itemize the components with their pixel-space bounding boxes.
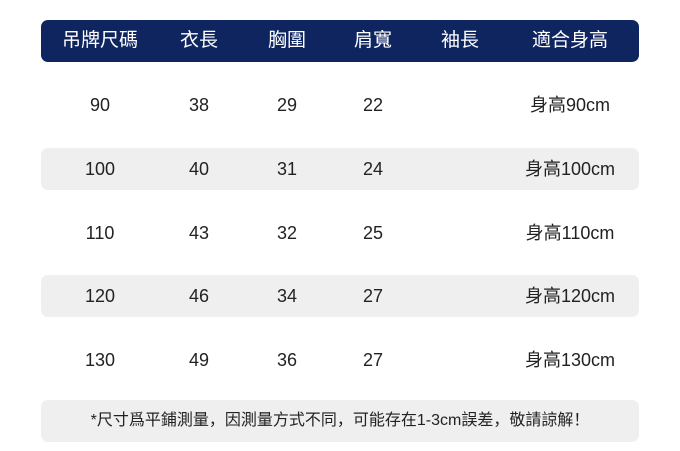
- header-sleeve: 袖長: [440, 30, 480, 51]
- measurement-note: *尺寸爲平鋪測量，因測量方式不同，可能存在1-3cm誤差，敬請諒解！: [41, 400, 639, 442]
- cell-shoulder: 27: [362, 350, 384, 370]
- cell-height: 身高100cm: [524, 159, 616, 179]
- cell-height: 身高120cm: [524, 286, 616, 306]
- cell-length: 40: [188, 159, 210, 179]
- header-size: 吊牌尺碼: [61, 30, 139, 51]
- cell-size: 100: [84, 159, 116, 179]
- header-height: 適合身高: [531, 30, 609, 51]
- cell-shoulder: 24: [362, 159, 384, 179]
- cell-chest: 32: [276, 223, 298, 243]
- table-row: 110 43 32 25 身高110cm: [41, 212, 639, 254]
- cell-size: 120: [84, 286, 116, 306]
- cell-chest: 34: [276, 286, 298, 306]
- cell-length: 49: [188, 350, 210, 370]
- cell-chest: 31: [276, 159, 298, 179]
- table-row: 90 38 29 22 身高90cm: [41, 84, 639, 126]
- header-chest: 胸圍: [267, 30, 307, 51]
- cell-size: 110: [85, 223, 115, 243]
- cell-length: 38: [188, 95, 210, 115]
- cell-shoulder: 25: [362, 223, 384, 243]
- cell-size: 90: [89, 95, 111, 115]
- table-header: 吊牌尺碼 衣長 胸圍 肩寬 袖長 適合身高: [41, 20, 639, 62]
- cell-chest: 36: [276, 350, 298, 370]
- cell-chest: 29: [276, 95, 298, 115]
- cell-length: 46: [188, 286, 210, 306]
- cell-shoulder: 22: [362, 95, 384, 115]
- table-row: 100 40 31 24 身高100cm: [41, 148, 639, 190]
- cell-height: 身高130cm: [524, 350, 616, 370]
- header-length: 衣長: [179, 30, 219, 51]
- cell-height: 身高110cm: [525, 223, 615, 243]
- cell-height: 身高90cm: [529, 95, 611, 115]
- table-row: 120 46 34 27 身高120cm: [41, 275, 639, 317]
- cell-shoulder: 27: [362, 286, 384, 306]
- table-row: 130 49 36 27 身高130cm: [41, 339, 639, 381]
- cell-size: 130: [84, 350, 116, 370]
- header-shoulder: 肩寬: [353, 30, 393, 51]
- cell-length: 43: [188, 223, 210, 243]
